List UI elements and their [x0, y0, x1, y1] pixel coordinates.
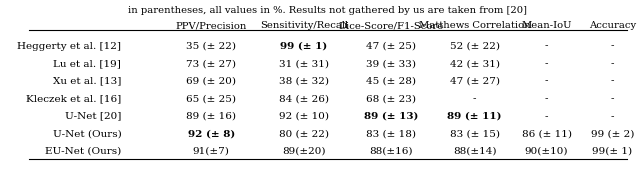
Text: Dice-Score/F1-Score: Dice-Score/F1-Score: [339, 21, 444, 30]
Text: U-Net [20]: U-Net [20]: [65, 112, 122, 121]
Text: 68 (± 23): 68 (± 23): [366, 94, 416, 103]
Text: 31 (± 31): 31 (± 31): [279, 59, 329, 68]
Text: -: -: [611, 41, 614, 50]
Text: -: -: [545, 94, 548, 103]
Text: 89 (± 13): 89 (± 13): [364, 112, 418, 121]
Text: -: -: [473, 94, 476, 103]
Text: 47 (± 25): 47 (± 25): [366, 41, 416, 50]
Text: Matthews Correlation: Matthews Correlation: [419, 21, 531, 30]
Text: 92 (± 8): 92 (± 8): [188, 129, 235, 138]
Text: -: -: [545, 112, 548, 121]
Text: EU-Net (Ours): EU-Net (Ours): [45, 147, 122, 156]
Text: Kleczek et al. [16]: Kleczek et al. [16]: [26, 94, 122, 103]
Text: 86 (± 11): 86 (± 11): [522, 129, 572, 138]
Text: -: -: [545, 41, 548, 50]
Text: 73 (± 27): 73 (± 27): [186, 59, 236, 68]
Text: Lu et al. [19]: Lu et al. [19]: [54, 59, 122, 68]
Text: 47 (± 27): 47 (± 27): [450, 77, 500, 86]
Text: 99 (± 1): 99 (± 1): [280, 41, 328, 50]
Text: -: -: [545, 59, 548, 68]
Text: 80 (± 22): 80 (± 22): [279, 129, 329, 138]
Text: Xu et al. [13]: Xu et al. [13]: [53, 77, 122, 86]
Text: 89 (± 11): 89 (± 11): [447, 112, 502, 121]
Text: Sensitivity/Recall: Sensitivity/Recall: [260, 21, 348, 30]
Text: 99 (± 2): 99 (± 2): [591, 129, 634, 138]
Text: 84 (± 26): 84 (± 26): [279, 94, 329, 103]
Text: 99(± 1): 99(± 1): [593, 147, 632, 156]
Text: 39 (± 33): 39 (± 33): [366, 59, 416, 68]
Text: 35 (± 22): 35 (± 22): [186, 41, 236, 50]
Text: Accuracy: Accuracy: [589, 21, 636, 30]
Text: Heggerty et al. [12]: Heggerty et al. [12]: [17, 41, 122, 50]
Text: 83 (± 18): 83 (± 18): [366, 129, 416, 138]
Text: U-Net (Ours): U-Net (Ours): [52, 129, 122, 138]
Text: -: -: [545, 77, 548, 86]
Text: 92 (± 10): 92 (± 10): [279, 112, 329, 121]
Text: 65 (± 25): 65 (± 25): [186, 94, 236, 103]
Text: 52 (± 22): 52 (± 22): [450, 41, 500, 50]
Text: 42 (± 31): 42 (± 31): [450, 59, 500, 68]
Text: -: -: [611, 94, 614, 103]
Text: 91(±7): 91(±7): [193, 147, 230, 156]
Text: -: -: [611, 59, 614, 68]
Text: 69 (± 20): 69 (± 20): [186, 77, 236, 86]
Text: 89(±20): 89(±20): [282, 147, 326, 156]
Text: in parentheses, all values in %. Results not gathered by us are taken from [20]: in parentheses, all values in %. Results…: [129, 6, 527, 15]
Text: 38 (± 32): 38 (± 32): [279, 77, 329, 86]
Text: -: -: [611, 77, 614, 86]
Text: 88(±14): 88(±14): [453, 147, 497, 156]
Text: 88(±16): 88(±16): [369, 147, 413, 156]
Text: 89 (± 16): 89 (± 16): [186, 112, 236, 121]
Text: 45 (± 28): 45 (± 28): [366, 77, 416, 86]
Text: Mean-IoU: Mean-IoU: [522, 21, 572, 30]
Text: 90(±10): 90(±10): [525, 147, 568, 156]
Text: 83 (± 15): 83 (± 15): [450, 129, 500, 138]
Text: PPV/Precision: PPV/Precision: [175, 21, 247, 30]
Text: -: -: [611, 112, 614, 121]
